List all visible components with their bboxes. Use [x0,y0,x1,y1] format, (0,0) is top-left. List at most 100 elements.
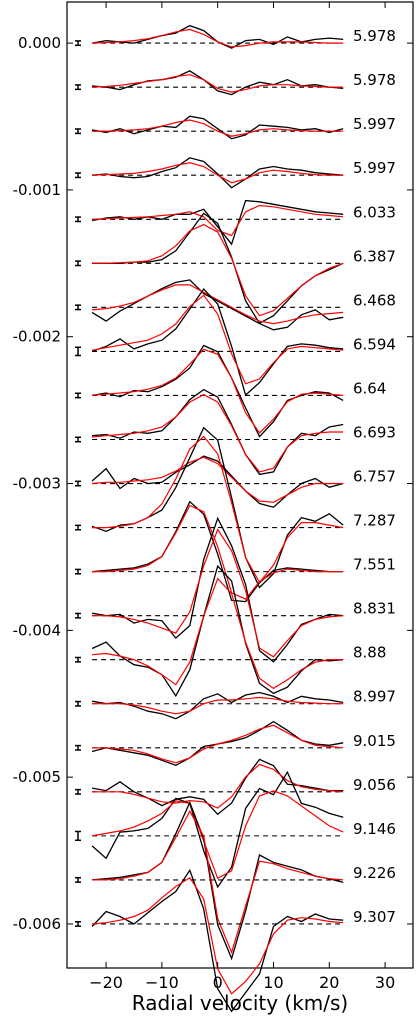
observed-profile-line [91,344,344,438]
x-tick-label: 10 [263,973,283,992]
profile-label: 6.693 [353,423,396,441]
axes-group: −20 −10 0 10 20 30 0.000 -0.001 -0.002 -0.003 -0.0… [13,2,413,992]
model-profile-line [92,763,344,809]
profile-19: 9.146 [75,770,396,889]
observed-profile-line [92,800,344,961]
profile-label: 8.831 [353,600,396,618]
profile-label: 9.307 [353,908,396,926]
profile-8: 6.594 [75,287,396,397]
observed-profile-line [91,24,344,49]
model-profile-line [92,456,344,503]
profile-label: 8.88 [353,644,386,662]
profile-series-group: 5.978 5.978 5.997 5.997 6.033 6.387 6.468 6.594… [75,24,396,1013]
profile-4: 5.997 [75,157,396,189]
model-profile-line [92,223,344,317]
profile-label: 9.056 [353,776,396,794]
profile-1: 5.978 [75,24,396,49]
profile-label: 6.033 [353,203,396,221]
profile-18: 9.056 [75,758,396,816]
profile-2: 5.978 [75,70,396,96]
model-profile-line [92,696,344,715]
observed-profile-line [91,199,344,246]
profile-label: 6.594 [353,335,396,353]
observed-profile-line [92,388,344,476]
profile-label: 9.226 [353,864,396,882]
observed-profile-line [91,868,344,1013]
observed-profile-line [91,279,344,331]
profile-11: 6.757 [75,455,396,508]
observed-profile-line [91,564,344,698]
profile-label: 7.551 [353,556,396,574]
profile-3: 5.997 [75,115,396,140]
model-profile-line [92,284,344,325]
model-profile-line [92,504,344,600]
profile-label: 5.997 [353,115,396,133]
model-profile-line [92,810,344,955]
profile-12: 7.287 [75,426,396,589]
observed-profile-line [91,758,344,816]
x-tick-label: 0 [213,973,223,992]
x-axis-label: Radial velocity (km/s) [132,991,348,1015]
profile-label: 8.997 [353,688,396,706]
profile-label: 5.978 [353,27,396,45]
y-tick-label: -0.006 [13,915,61,933]
y-tick-label: -0.002 [13,328,61,346]
profile-label: 9.146 [353,820,396,838]
y-tick-label: -0.001 [13,181,61,199]
observed-profile-line [92,157,344,189]
x-tick-label: 20 [319,973,339,992]
model-profile-line [91,790,344,880]
profile-label: 5.978 [353,71,396,89]
x-tick-label: −10 [145,973,179,992]
observed-profile-line [91,455,344,508]
profile-21: 9.307 [75,868,396,1013]
profile-label: 6.64 [353,379,386,397]
observed-profile-line [91,770,344,889]
model-profile-line [92,724,344,764]
profile-6: 6.387 [75,212,396,325]
profile-label: 6.387 [353,247,396,265]
model-profile-line [91,294,344,385]
model-profile-line [92,348,344,434]
profile-20: 9.226 [75,800,396,961]
profile-15: 8.88 [75,564,386,698]
profile-9: 6.64 [75,344,386,438]
y-tick-label: -0.003 [13,475,61,493]
observed-profile-line [91,516,344,663]
y-tick-label: -0.004 [13,621,61,639]
model-profile-line [92,393,344,473]
observed-profile-line [91,691,344,720]
y-tick-label: 0.000 [18,34,61,52]
profile-7: 6.468 [75,279,396,331]
profile-16: 8.997 [75,688,396,720]
observed-profile-line [91,426,344,589]
profile-5: 6.033 [75,199,396,246]
observed-profile-line [91,115,344,140]
profile-14: 8.831 [75,516,396,663]
observed-profile-line [92,500,344,603]
model-profile-line [92,528,344,658]
model-profile-line [92,28,344,48]
profile-13: 7.551 [75,500,396,603]
profile-17: 9.015 [75,720,396,767]
model-profile-line [92,119,344,137]
model-profile-line [92,876,344,995]
observed-profile-line [92,70,344,96]
model-profile-line [92,162,344,184]
model-profile-line [92,435,344,584]
profile-label: 7.287 [353,512,396,530]
profile-label: 5.997 [353,159,396,177]
plot-frame [66,1,414,969]
observed-profile-line [91,287,344,397]
x-tick-label: 30 [375,973,395,992]
model-profile-line [92,204,344,237]
profile-label: 9.015 [353,732,396,750]
profile-10: 6.693 [75,388,396,476]
model-profile-line [92,74,344,93]
profile-label: 6.468 [353,291,396,309]
y-tick-label: -0.005 [13,768,61,786]
model-profile-line [92,577,344,690]
x-tick-label: −20 [89,973,123,992]
profile-label: 6.757 [353,468,396,486]
